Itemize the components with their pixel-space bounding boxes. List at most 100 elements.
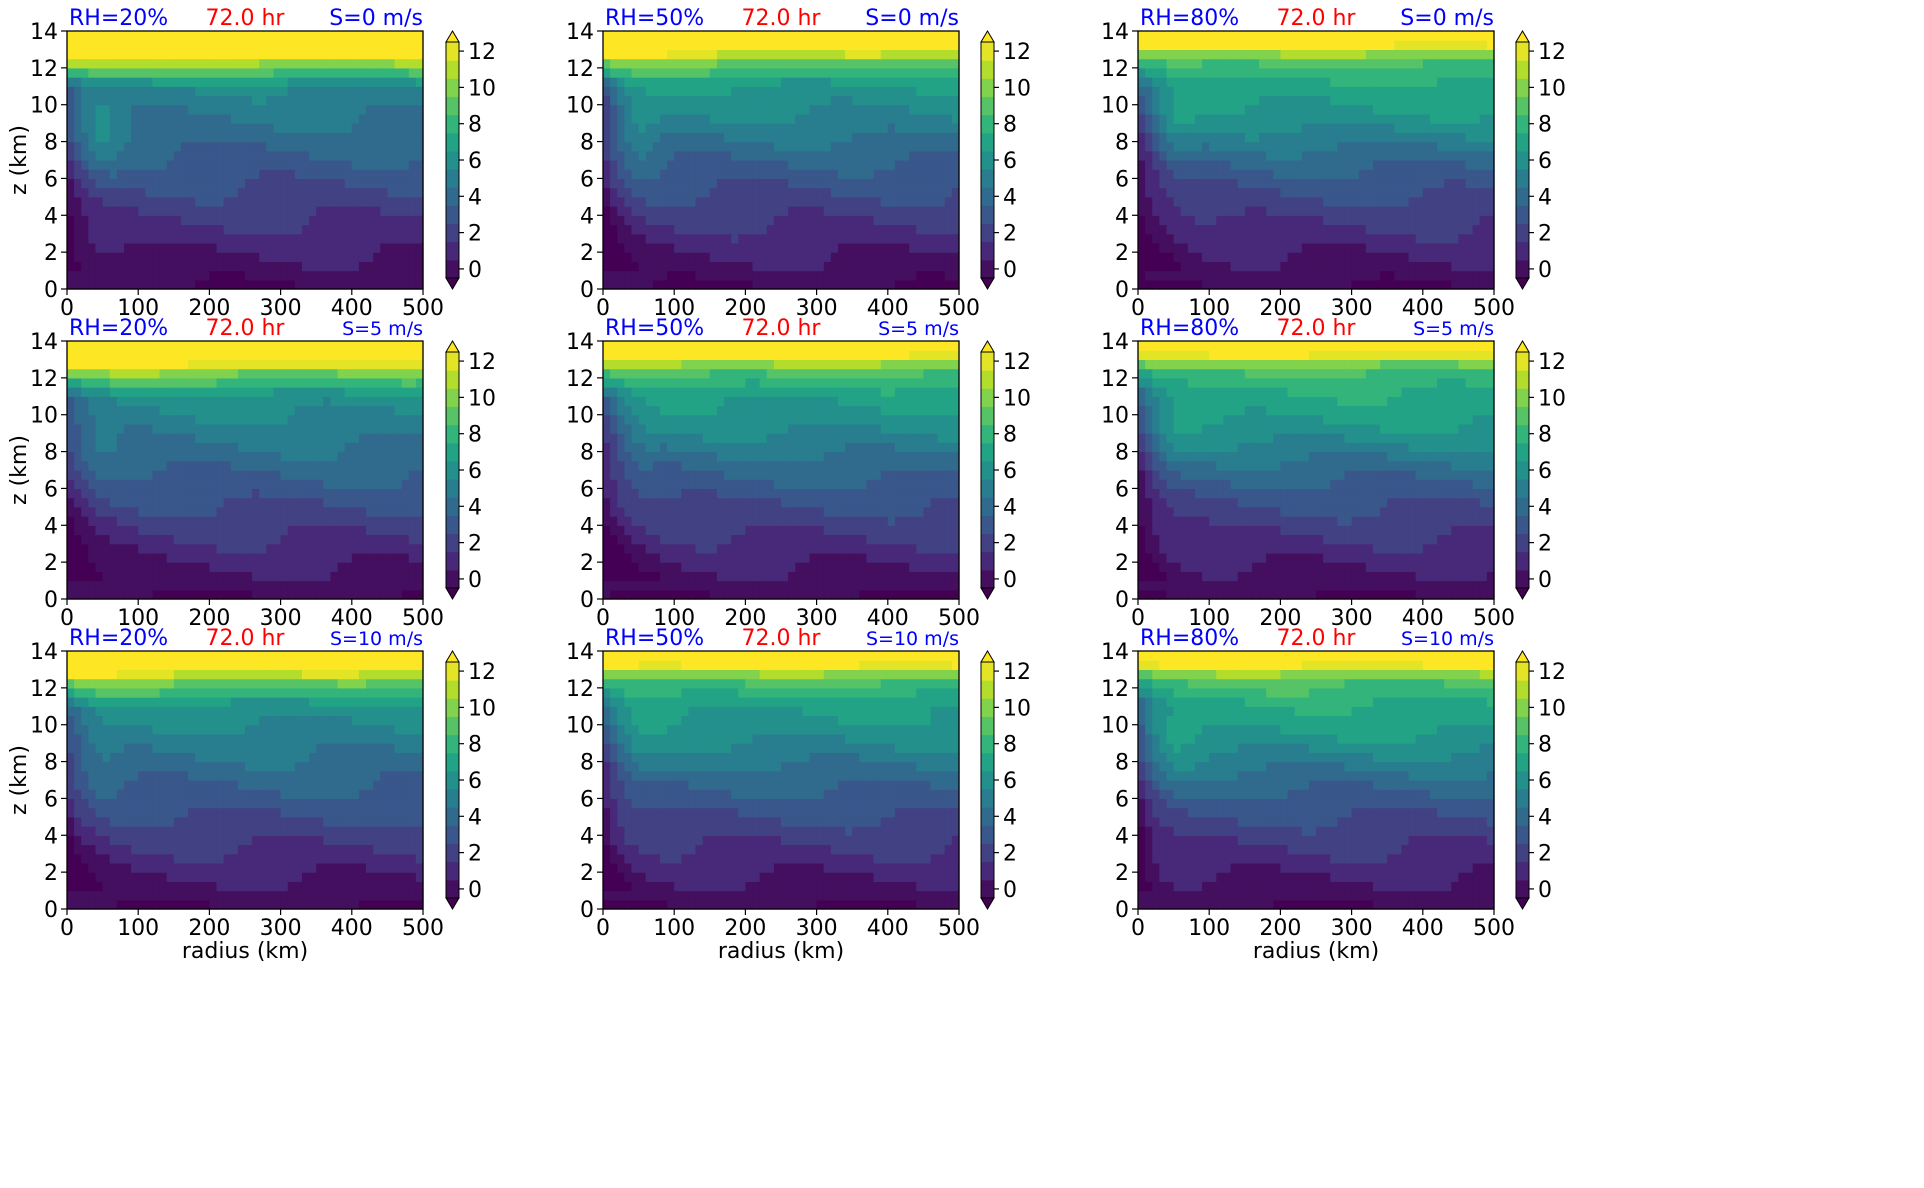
contour-cell [738, 31, 746, 41]
contour-cell [202, 571, 210, 582]
contour-cell [823, 233, 832, 244]
contour-cell [1251, 31, 1260, 41]
contour-cell [674, 261, 682, 272]
contour-cell [380, 123, 388, 133]
contour-cell [1194, 270, 1203, 281]
contour-cell [1323, 279, 1331, 290]
contour-cell [1145, 49, 1153, 60]
contour-cell [1372, 31, 1381, 41]
contour-cell [394, 113, 403, 124]
contour-cell [1337, 77, 1346, 87]
contour-cell [873, 206, 882, 216]
contour-cell [788, 113, 796, 124]
contour-cell [823, 86, 832, 97]
contour-cell [216, 86, 225, 97]
contour-cell [259, 233, 267, 244]
contour-cell [1380, 132, 1388, 143]
contour-cell [131, 95, 139, 106]
contour-cell [645, 141, 654, 152]
contour-cell [603, 40, 611, 51]
contour-cell [873, 95, 882, 106]
contour-cell [738, 261, 746, 272]
contour-cell [1486, 141, 1495, 152]
contour-cell [394, 104, 403, 115]
contour-cell [351, 270, 360, 281]
contour-cell [373, 40, 381, 51]
contour-cell [1145, 123, 1153, 133]
contour-cell [1294, 31, 1303, 41]
contour-cell [330, 104, 339, 115]
contour-cell [788, 86, 796, 97]
contour-cell [223, 242, 232, 253]
contour-cell [145, 525, 154, 536]
contour-cell [937, 86, 946, 97]
contour-cell [1323, 270, 1331, 281]
contour-cell [638, 132, 647, 143]
contour-cell [1301, 31, 1310, 41]
contour-cell [337, 233, 346, 244]
contour-cell [951, 40, 960, 51]
contour-cell [1152, 252, 1160, 262]
contour-cell [859, 141, 868, 152]
contour-cell [1308, 49, 1317, 60]
contour-cell [131, 141, 139, 152]
contour-cell [716, 279, 725, 290]
contour-cell [1209, 58, 1217, 69]
contour-cell [95, 187, 104, 198]
contour-cell [273, 506, 282, 517]
contour-cell [102, 31, 111, 41]
contour-cell [902, 233, 910, 244]
contour-cell [1230, 132, 1239, 143]
contour-cell [852, 77, 860, 87]
contour-cell [674, 58, 682, 69]
contour-cell [1351, 95, 1360, 106]
contour-cell [1251, 270, 1260, 281]
contour-cell [337, 67, 346, 78]
contour-cell [351, 242, 360, 253]
contour-cell [716, 58, 725, 69]
contour-cell [245, 178, 253, 189]
contour-cell [67, 132, 75, 143]
contour-cell [880, 270, 889, 281]
contour-cell [887, 49, 896, 60]
contour-cell [745, 31, 754, 41]
contour-cell [1216, 242, 1225, 253]
contour-cell [81, 589, 89, 600]
contour-cell [67, 497, 75, 508]
contour-cell [237, 516, 246, 526]
contour-cell [1273, 160, 1281, 170]
contour-cell [1138, 242, 1146, 253]
contour-cell [180, 506, 189, 517]
contour-cell [923, 187, 932, 198]
contour-cell [731, 67, 739, 78]
contour-cell [1380, 187, 1388, 198]
contour-cell [724, 206, 732, 216]
contour-cell [923, 224, 932, 235]
contour-cell [1152, 215, 1160, 226]
contour-cell [88, 206, 97, 216]
contour-cell [695, 233, 704, 244]
contour-cell [123, 49, 132, 60]
contour-cell [74, 589, 82, 600]
contour-cell [1330, 279, 1338, 290]
contour-cell [394, 160, 403, 170]
contour-cell [1330, 261, 1338, 272]
contour-cell [617, 178, 625, 189]
contour-cell [1159, 49, 1168, 60]
contour-cell [216, 242, 225, 253]
contour-cell [1216, 58, 1225, 69]
contour-cell [745, 113, 754, 124]
contour-cell [1394, 206, 1403, 216]
contour-cell [645, 160, 654, 170]
contour-cell [237, 49, 246, 60]
contour-cell [237, 132, 246, 143]
contour-cell [273, 67, 282, 78]
contour-cell [1422, 86, 1431, 97]
contour-cell [316, 77, 324, 87]
contour-cell [145, 215, 154, 226]
contour-cell [180, 104, 189, 115]
contour-cell [880, 141, 889, 152]
contour-cell [674, 132, 682, 143]
contour-cell [380, 516, 388, 526]
contour-cell [188, 141, 196, 152]
